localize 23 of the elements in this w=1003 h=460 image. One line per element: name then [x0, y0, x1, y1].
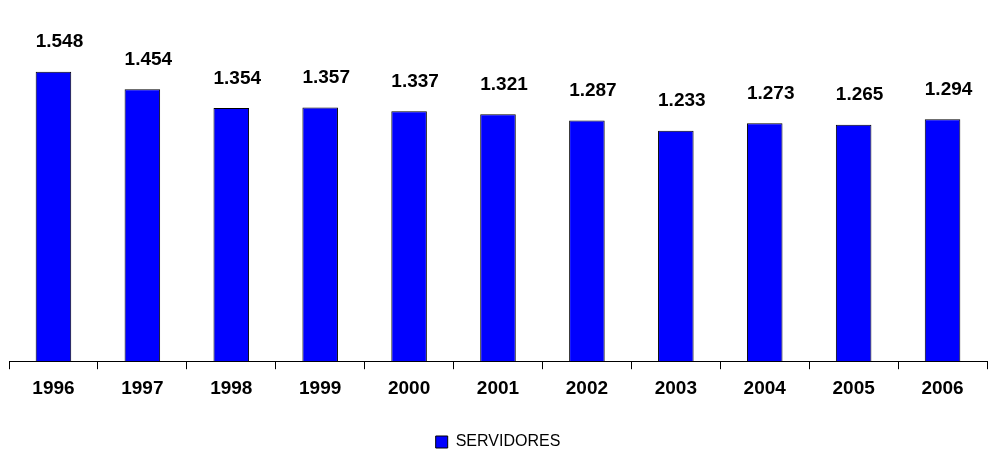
x-tick-label: 1997 — [121, 376, 164, 398]
x-tick-label: 1996 — [32, 376, 75, 398]
data-label: 1.265 — [835, 83, 884, 105]
data-label: 1.357 — [302, 66, 350, 88]
data-label: 1.294 — [924, 77, 973, 99]
data-label: 1.354 — [213, 66, 262, 88]
x-tick-label: 1998 — [210, 376, 253, 398]
x-tick-label: 2000 — [387, 376, 431, 398]
data-label: 1.454 — [124, 48, 173, 70]
x-tick-label: 2003 — [654, 376, 697, 398]
x-tick-label: 2002 — [565, 376, 609, 398]
x-tick-label: 2001 — [476, 376, 520, 398]
x-tick-label: 2006 — [921, 376, 964, 398]
legend-label: SERVIDORES — [455, 432, 561, 450]
data-label: 1.321 — [480, 72, 529, 94]
x-tick-label: 1999 — [299, 376, 342, 398]
data-label: 1.337 — [391, 69, 439, 91]
data-label: 1.233 — [658, 89, 706, 111]
x-tick-label: 2005 — [832, 376, 876, 398]
data-label: 1.273 — [746, 81, 795, 103]
data-label: 1.548 — [35, 30, 84, 52]
x-tick-label: 2004 — [743, 376, 787, 398]
data-label: 1.287 — [569, 79, 617, 101]
